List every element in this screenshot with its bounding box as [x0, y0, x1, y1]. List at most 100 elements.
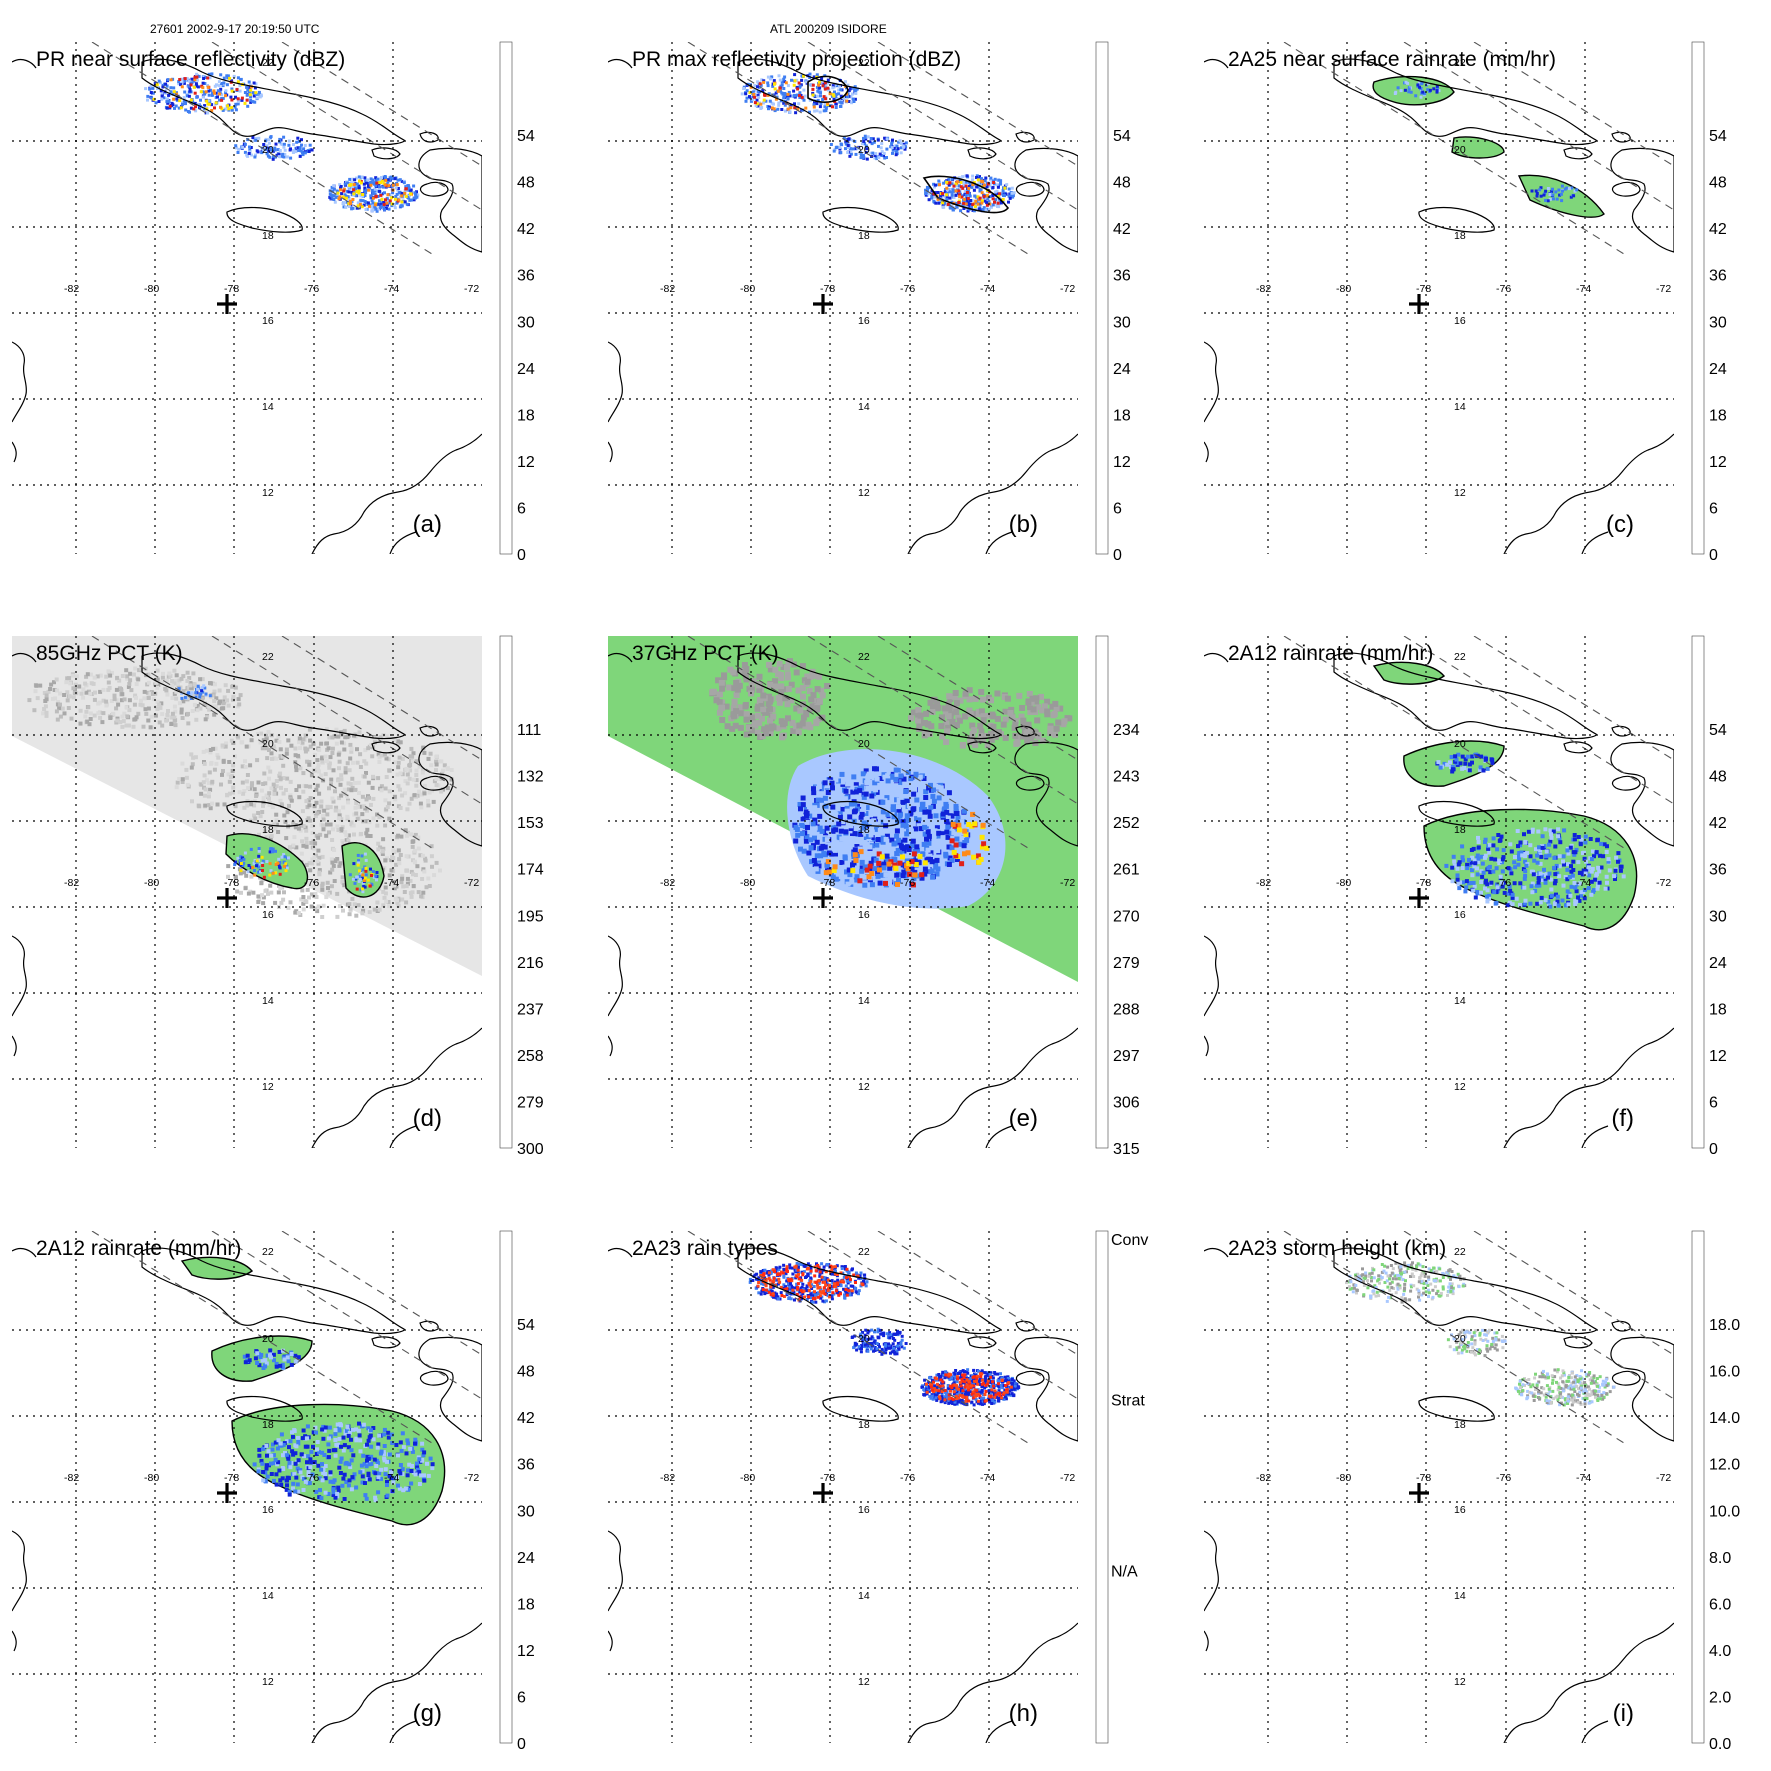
rain-pixel — [384, 198, 387, 202]
rain-pixel — [404, 187, 408, 191]
rain-pixel — [296, 146, 300, 150]
rain-pixel — [896, 837, 902, 843]
rain-pixel — [177, 701, 182, 706]
rain-pixel — [174, 689, 179, 694]
rain-pixel — [833, 827, 839, 833]
rain-pixel — [954, 193, 958, 197]
rain-pixel — [1435, 86, 1439, 90]
rain-pixel — [818, 845, 824, 851]
rain-pixel — [267, 138, 271, 142]
rain-pixel — [1536, 880, 1541, 885]
rain-pixel — [1470, 868, 1474, 872]
lon-label: -80 — [740, 283, 755, 295]
rain-pixel — [269, 847, 273, 851]
rain-pixel — [874, 826, 880, 832]
rain-pixel — [745, 89, 749, 93]
rain-pixel — [980, 696, 986, 703]
lon-label: -72 — [464, 283, 479, 295]
rain-pixel — [262, 875, 266, 879]
rain-pixel — [823, 81, 827, 85]
rain-pixel — [392, 760, 397, 765]
rain-pixel — [847, 137, 851, 141]
rain-pixel — [867, 780, 872, 785]
rain-pixel — [223, 107, 227, 111]
rain-pixel — [829, 780, 835, 786]
rain-pixel — [832, 149, 836, 153]
rain-pixel — [380, 192, 384, 196]
rain-pixel — [767, 730, 774, 737]
rain-pixel — [261, 803, 265, 808]
rain-pixel — [357, 859, 360, 863]
coast-jamaica — [822, 206, 899, 233]
rain-pixel — [359, 871, 363, 875]
rain-pixel — [928, 723, 935, 730]
rain-pixel — [823, 87, 827, 91]
rain-pixel — [257, 849, 261, 853]
rain-pixel — [134, 695, 138, 700]
lon-label: -76 — [304, 283, 319, 295]
rain-pixel — [815, 109, 819, 113]
rain-pixel — [1538, 900, 1543, 905]
rain-pixel — [858, 814, 864, 820]
rain-pixel — [274, 812, 279, 817]
rain-pixel — [195, 95, 199, 99]
rain-pixel — [324, 759, 329, 764]
rain-pixel — [364, 866, 368, 870]
rain-pixel — [969, 202, 972, 206]
rain-pixel — [762, 79, 766, 83]
rain-pixel — [784, 671, 791, 678]
rain-pixel — [966, 194, 970, 198]
rain-pixel — [56, 700, 61, 705]
rain-pixel — [46, 689, 51, 694]
rain-pixel — [1529, 884, 1534, 889]
rain-pixel — [1582, 856, 1587, 861]
rain-pixel — [975, 176, 978, 179]
rain-pixel — [904, 141, 908, 145]
rain-pixel — [796, 722, 803, 729]
rain-pixel — [348, 199, 352, 203]
rain-pixel — [831, 105, 834, 109]
rain-pixel — [352, 902, 357, 907]
rain-pixel — [361, 868, 365, 872]
rain-pixel — [760, 706, 767, 713]
rain-pixel — [866, 874, 872, 880]
rain-pixel — [249, 88, 253, 92]
rain-pixel — [776, 89, 780, 93]
rain-pixel — [989, 176, 993, 180]
rain-pixel — [793, 106, 797, 110]
rain-pixel — [279, 802, 284, 807]
rain-pixel — [716, 699, 723, 706]
rain-pixel — [795, 687, 802, 694]
rain-pixel — [953, 722, 960, 728]
rain-pixel — [933, 813, 939, 819]
rain-pixel — [221, 769, 225, 773]
rain-pixel — [249, 783, 254, 788]
rain-pixel — [403, 791, 408, 796]
rain-pixel — [164, 678, 169, 683]
coast-gonave — [419, 775, 449, 791]
rain-pixel — [853, 89, 857, 93]
rain-pixel — [255, 864, 258, 868]
rain-pixel — [226, 874, 230, 879]
rain-pixel — [770, 75, 774, 79]
rain-pixel — [776, 699, 783, 706]
rain-pixel — [1472, 884, 1477, 889]
rain-pixel — [826, 101, 830, 105]
rain-pixel — [817, 819, 823, 825]
rain-pixel — [988, 736, 995, 743]
rain-pixel — [269, 786, 274, 791]
rain-pixel — [341, 805, 346, 810]
rain-pixel — [342, 187, 346, 191]
rain-pixel — [58, 714, 63, 719]
rain-pixel — [207, 100, 211, 103]
rain-pixel — [301, 153, 305, 157]
rain-pixel — [322, 808, 327, 813]
rain-pixel — [835, 145, 839, 149]
rain-pixel — [742, 702, 749, 708]
rain-pixel — [1573, 885, 1578, 890]
rain-pixel — [170, 696, 175, 700]
rain-pixel — [191, 671, 196, 676]
rain-pixel — [889, 774, 895, 780]
rain-pixel — [227, 791, 232, 796]
rain-pixel — [875, 871, 881, 876]
